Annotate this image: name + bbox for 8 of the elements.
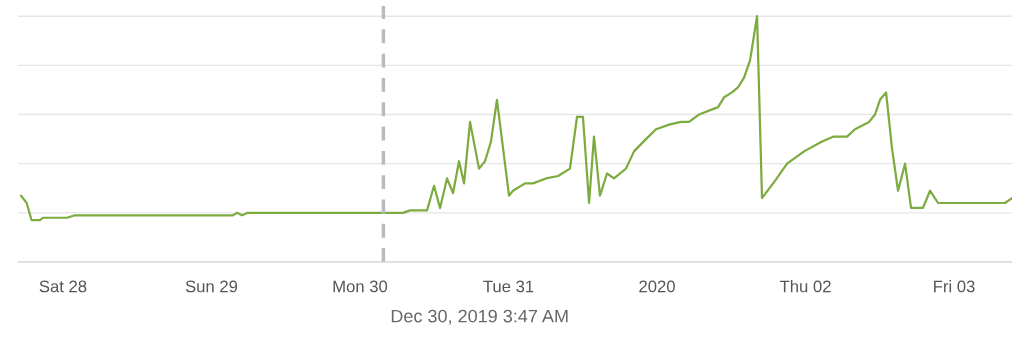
x-tick-label: Sat 28: [39, 280, 87, 293]
ref-line-label: Dec 30, 2019 3:47 AM: [391, 309, 568, 325]
x-tick-label: 2020: [639, 280, 675, 293]
x-tick-label: Mon 30: [333, 280, 388, 293]
x-tick-label: Thu 02: [779, 280, 831, 293]
x-tick-label: Tue 31: [483, 280, 534, 293]
x-tick-label: Fri 03: [934, 280, 975, 293]
x-tick-label: Sun 29: [185, 280, 238, 293]
